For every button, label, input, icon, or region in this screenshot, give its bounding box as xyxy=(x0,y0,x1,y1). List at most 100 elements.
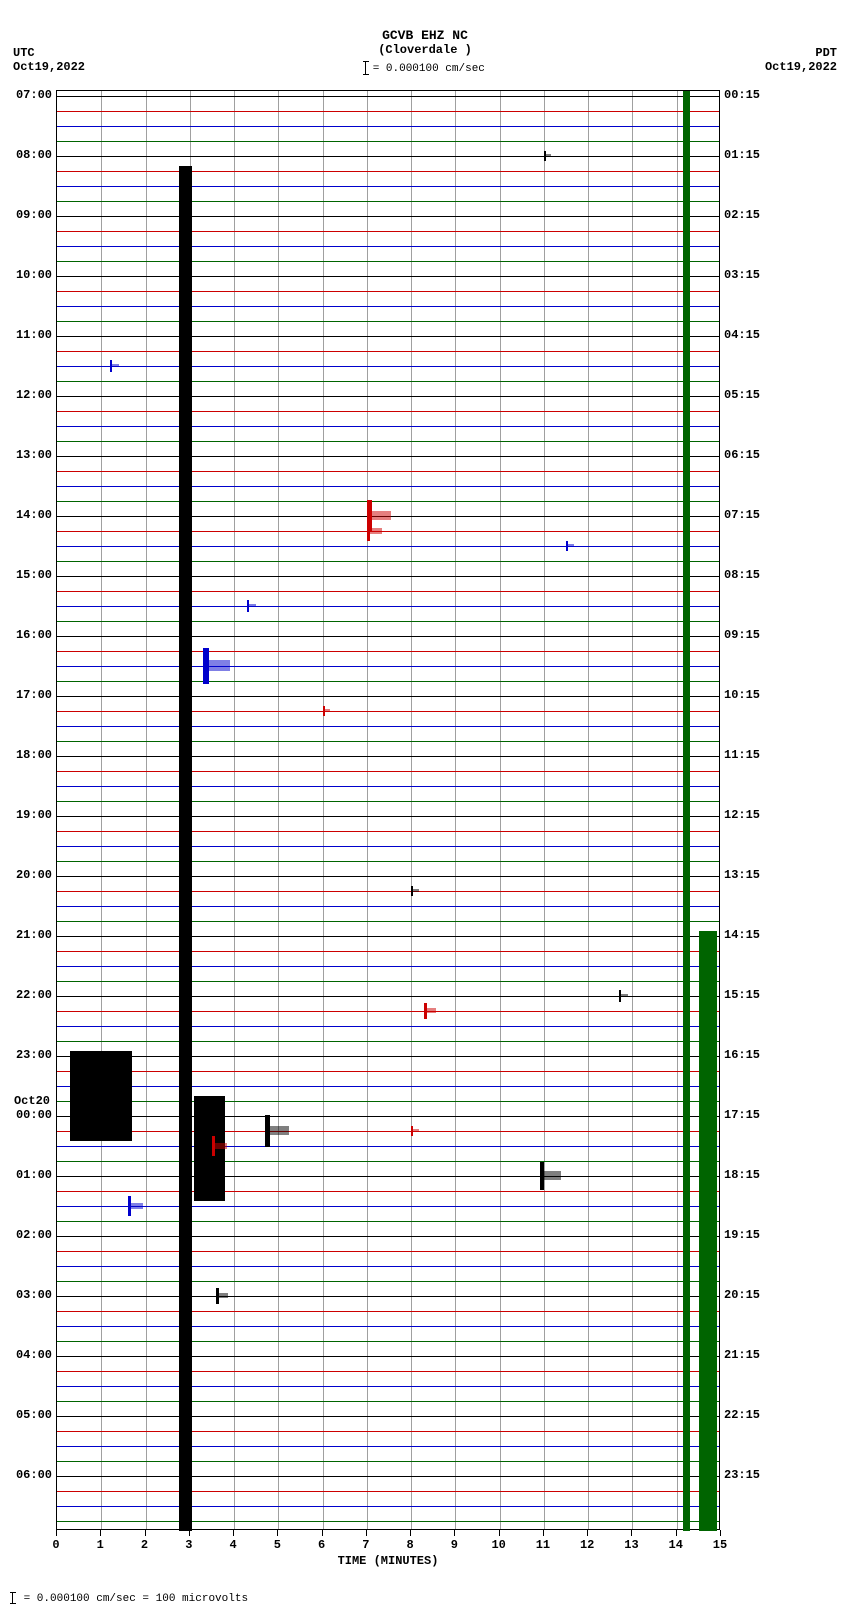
trace-line xyxy=(57,471,719,472)
pdt-label: PDT xyxy=(765,46,837,60)
trace-line xyxy=(57,771,719,772)
seismic-event-tail xyxy=(367,528,382,534)
pdt-hour-label: 20:15 xyxy=(724,1288,760,1302)
grid-line xyxy=(455,91,456,1529)
footer-text: = 0.000100 cm/sec = 100 microvolts xyxy=(24,1593,248,1605)
trace-line xyxy=(57,1131,719,1132)
trace-line xyxy=(57,1146,719,1147)
utc-hour-label: 23:00 xyxy=(16,1048,52,1062)
seismic-event-tail xyxy=(544,154,552,157)
seismic-event-large xyxy=(194,1096,225,1201)
trace-line xyxy=(57,321,719,322)
pdt-hour-label: 10:15 xyxy=(724,688,760,702)
trace-line xyxy=(57,1221,719,1222)
seismic-event-large xyxy=(70,1051,132,1141)
seismic-event-tail xyxy=(247,604,256,608)
trace-line xyxy=(57,1311,719,1312)
trace-line xyxy=(57,576,719,577)
x-tick-label: 13 xyxy=(624,1538,638,1552)
seismic-event-tail xyxy=(411,889,419,892)
trace-line xyxy=(57,816,719,817)
trace-line xyxy=(57,711,719,712)
x-tick xyxy=(543,1530,544,1536)
pdt-hour-label: 23:15 xyxy=(724,1468,760,1482)
x-tick xyxy=(631,1530,632,1536)
utc-hour-label: 04:00 xyxy=(16,1348,52,1362)
utc-hour-label: 18:00 xyxy=(16,748,52,762)
x-tick xyxy=(100,1530,101,1536)
x-tick-label: 3 xyxy=(185,1538,192,1552)
station-header: GCVB EHZ NC (Cloverdale ) xyxy=(0,0,850,57)
trace-line xyxy=(57,1386,719,1387)
trace-line xyxy=(57,591,719,592)
seismic-event-tail xyxy=(566,544,574,547)
seismic-event-tail xyxy=(203,660,230,671)
pdt-hour-label: 19:15 xyxy=(724,1228,760,1242)
x-tick xyxy=(676,1530,677,1536)
trace-line xyxy=(57,636,719,637)
trace-line xyxy=(57,1236,719,1237)
seismogram-plot xyxy=(56,90,720,1530)
seismic-event-large xyxy=(179,166,192,1531)
x-tick-label: 14 xyxy=(669,1538,683,1552)
trace-line xyxy=(57,831,719,832)
pdt-hour-label: 21:15 xyxy=(724,1348,760,1362)
x-tick-label: 11 xyxy=(536,1538,550,1552)
trace-line xyxy=(57,1026,719,1027)
x-tick xyxy=(499,1530,500,1536)
pdt-hour-label: 14:15 xyxy=(724,928,760,942)
trace-line xyxy=(57,1356,719,1357)
utc-hour-label: 06:00 xyxy=(16,1468,52,1482)
seismic-event-tail xyxy=(540,1171,561,1179)
utc-label: UTC xyxy=(13,46,85,60)
grid-line xyxy=(278,91,279,1529)
utc-hour-label: 03:00 xyxy=(16,1288,52,1302)
pdt-hour-label: 08:15 xyxy=(724,568,760,582)
x-tick-label: 9 xyxy=(451,1538,458,1552)
utc-hour-label: 22:00 xyxy=(16,988,52,1002)
trace-line xyxy=(57,681,719,682)
station-location: (Cloverdale ) xyxy=(0,43,850,57)
trace-line xyxy=(57,1416,719,1417)
trace-line xyxy=(57,741,719,742)
trace-line xyxy=(57,291,719,292)
trace-line xyxy=(57,96,719,97)
grid-line xyxy=(367,91,368,1529)
utc-hour-label: 00:00 xyxy=(16,1108,52,1122)
utc-hour-label: 14:00 xyxy=(16,508,52,522)
utc-hour-label: 15:00 xyxy=(16,568,52,582)
seismic-event-tail xyxy=(323,709,331,712)
trace-line xyxy=(57,1296,719,1297)
trace-line xyxy=(57,1266,719,1267)
grid-line xyxy=(500,91,501,1529)
pdt-hour-label: 13:15 xyxy=(724,868,760,882)
pdt-hour-label: 18:15 xyxy=(724,1168,760,1182)
pdt-hour-label: 06:15 xyxy=(724,448,760,462)
trace-line xyxy=(57,651,719,652)
x-axis: TIME (MINUTES) 0123456789101112131415 xyxy=(56,1530,720,1560)
x-tick-label: 10 xyxy=(491,1538,505,1552)
trace-line xyxy=(57,501,719,502)
trace-line xyxy=(57,1401,719,1402)
x-tick xyxy=(410,1530,411,1536)
x-tick-label: 2 xyxy=(141,1538,148,1552)
trace-line xyxy=(57,666,719,667)
trace-line xyxy=(57,1011,719,1012)
footer-bar-icon xyxy=(12,1592,13,1604)
seismic-event-tail xyxy=(424,1008,436,1013)
x-tick xyxy=(587,1530,588,1536)
grid-line xyxy=(101,91,102,1529)
x-axis-title: TIME (MINUTES) xyxy=(56,1554,720,1568)
utc-hour-label: 16:00 xyxy=(16,628,52,642)
pdt-hour-label: 01:15 xyxy=(724,148,760,162)
trace-line xyxy=(57,201,719,202)
trace-line xyxy=(57,246,719,247)
trace-line xyxy=(57,1476,719,1477)
trace-line xyxy=(57,171,719,172)
trace-line xyxy=(57,261,719,262)
trace-line xyxy=(57,726,719,727)
trace-line xyxy=(57,411,719,412)
x-tick-label: 4 xyxy=(229,1538,236,1552)
trace-line xyxy=(57,1521,719,1522)
grid-line xyxy=(544,91,545,1529)
